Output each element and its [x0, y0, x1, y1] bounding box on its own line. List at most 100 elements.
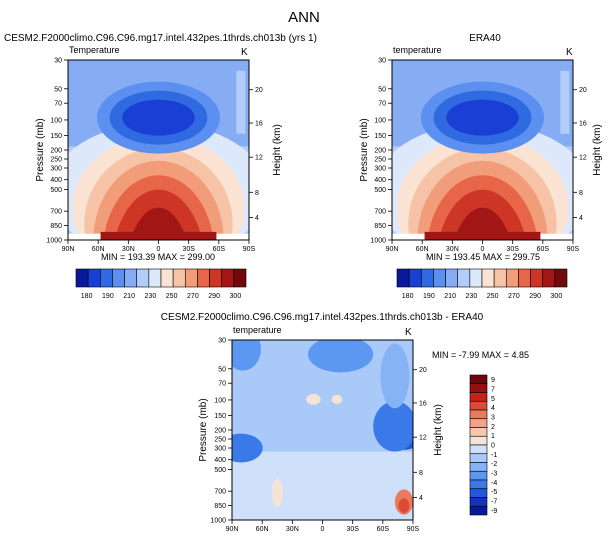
pressure-tick-label: 30: [54, 58, 62, 65]
temperature-contour: [236, 70, 246, 134]
min-max-stats: MIN = -7.99 MAX = 4.85: [432, 350, 529, 360]
colorbar-label: 9: [491, 377, 495, 384]
latitude-tick-label: 30S: [182, 246, 195, 253]
latitude-tick-label: 90N: [386, 246, 399, 253]
colorbar-swatch: [469, 488, 488, 498]
colorbar-swatch: [445, 268, 459, 288]
difference-contour: [331, 394, 343, 404]
colorbar-swatch: [518, 268, 531, 288]
colorbar-label: -4: [491, 480, 497, 487]
colorbar: 9 7 5 4 3 2 1 0 -1 -2 -3 -4 -5 -7 -9: [469, 374, 497, 516]
colorbar-swatch: [469, 453, 488, 463]
difference-contour: [306, 394, 321, 405]
pressure-tick-label: 1000: [46, 238, 62, 245]
pressure-tick-label: 100: [374, 117, 386, 124]
pressure-axis: 30 50 70 100 150 200 250 300 400 500 700 850 1000: [46, 58, 68, 245]
pressure-tick-label: 850: [50, 223, 62, 230]
colorbar-label: -7: [491, 499, 497, 506]
latitude-tick-label: 60S: [213, 246, 226, 253]
colorbar-label: 250: [166, 293, 178, 300]
corner-left-label: Temperature: [69, 45, 120, 55]
pressure-tick-label: 150: [50, 133, 62, 140]
colorbar-swatch: [221, 268, 235, 288]
panel-title: ERA40: [469, 33, 501, 44]
pressure-tick-label: 1000: [210, 518, 226, 525]
colorbar-swatch: [99, 268, 113, 288]
height-tick-label: 12: [579, 155, 587, 162]
colorbar-swatch: [233, 268, 247, 288]
pressure-axis: 30 50 70 100 150 200 250 300 400 500 700 850 1000: [210, 338, 232, 525]
pressure-tick-label: 700: [50, 209, 62, 216]
figure-title: ANN: [288, 9, 320, 26]
colorbar-label: 210: [444, 293, 456, 300]
colorbar-label: 230: [145, 293, 157, 300]
difference-contour: [380, 343, 410, 409]
colorbar-swatch: [469, 505, 488, 516]
latitude-tick-label: 90S: [567, 246, 580, 253]
colorbar-swatch: [112, 268, 125, 288]
difference-contour: [373, 401, 413, 452]
difference-field: [232, 340, 413, 520]
colorbar-swatch: [136, 268, 150, 288]
y-axis-label: Pressure (mb): [35, 118, 46, 181]
colorbar-swatch: [396, 268, 410, 288]
colorbar-swatch: [469, 462, 488, 472]
colorbar-label: 290: [529, 293, 541, 300]
colorbar-swatch: [469, 470, 488, 481]
pressure-tick-label: 850: [374, 223, 386, 230]
height-tick-label: 16: [419, 401, 427, 408]
colorbar-swatch: [184, 268, 198, 288]
height-tick-label: 20: [255, 87, 263, 94]
temperature-contour: [100, 231, 217, 240]
colorbar-label: -1: [491, 452, 497, 459]
colorbar-swatch: [408, 268, 422, 288]
colorbar-swatch: [209, 268, 223, 288]
pressure-tick-label: 70: [218, 381, 226, 388]
y-axis-label: Pressure (mb): [359, 118, 370, 181]
temperature-contour: [424, 231, 541, 240]
pressure-tick-label: 300: [50, 166, 62, 173]
height-tick-label: 4: [255, 215, 259, 222]
pressure-tick-label: 70: [54, 101, 62, 108]
colorbar-label: 2: [491, 424, 495, 431]
latitude-tick-label: 90N: [62, 246, 75, 253]
colorbar-swatch: [469, 400, 488, 411]
latitude-axis: 90N 60N 30N 0 30S 60S 90S: [62, 240, 256, 253]
colorbar-swatch: [469, 435, 488, 446]
colorbar-swatch: [554, 268, 568, 288]
pressure-tick-label: 70: [378, 101, 386, 108]
latitude-tick-label: 0: [481, 246, 485, 253]
latitude-tick-label: 0: [321, 526, 325, 533]
pressure-tick-label: 100: [214, 397, 226, 404]
height-axis: 20 16 12 8 4: [249, 87, 263, 222]
height-axis: 20 16 12 8 4: [573, 87, 587, 222]
colorbar-swatch: [469, 444, 488, 455]
corner-right-label: K: [566, 47, 573, 58]
colorbar-label: 5: [491, 396, 495, 403]
height-tick-label: 16: [255, 121, 263, 128]
latitude-tick-label: 90N: [226, 526, 239, 533]
pressure-tick-label: 300: [214, 446, 226, 453]
colorbar-swatch: [530, 268, 544, 288]
pressure-tick-label: 200: [214, 428, 226, 435]
latitude-tick-label: 30S: [346, 526, 359, 533]
colorbar-label: 1: [491, 433, 495, 440]
colorbar-swatch: [469, 392, 488, 402]
height-tick-label: 12: [419, 435, 427, 442]
colorbar-swatch: [493, 268, 507, 288]
latitude-tick-label: 90S: [407, 526, 420, 533]
colorbar-label: 7: [491, 387, 495, 394]
height-tick-label: 12: [255, 155, 263, 162]
colorbar-label: 270: [508, 293, 520, 300]
height-tick-label: 4: [579, 215, 583, 222]
colorbar-label: -9: [491, 508, 497, 515]
pressure-tick-label: 500: [50, 187, 62, 194]
difference-contour: [232, 340, 261, 371]
colorbar-swatch: [433, 268, 446, 288]
height-tick-label: 8: [255, 190, 259, 197]
latitude-tick-label: 30N: [446, 246, 459, 253]
pressure-tick-label: 50: [378, 86, 386, 93]
colorbar-swatch: [542, 268, 556, 288]
difference-contour: [232, 451, 413, 520]
